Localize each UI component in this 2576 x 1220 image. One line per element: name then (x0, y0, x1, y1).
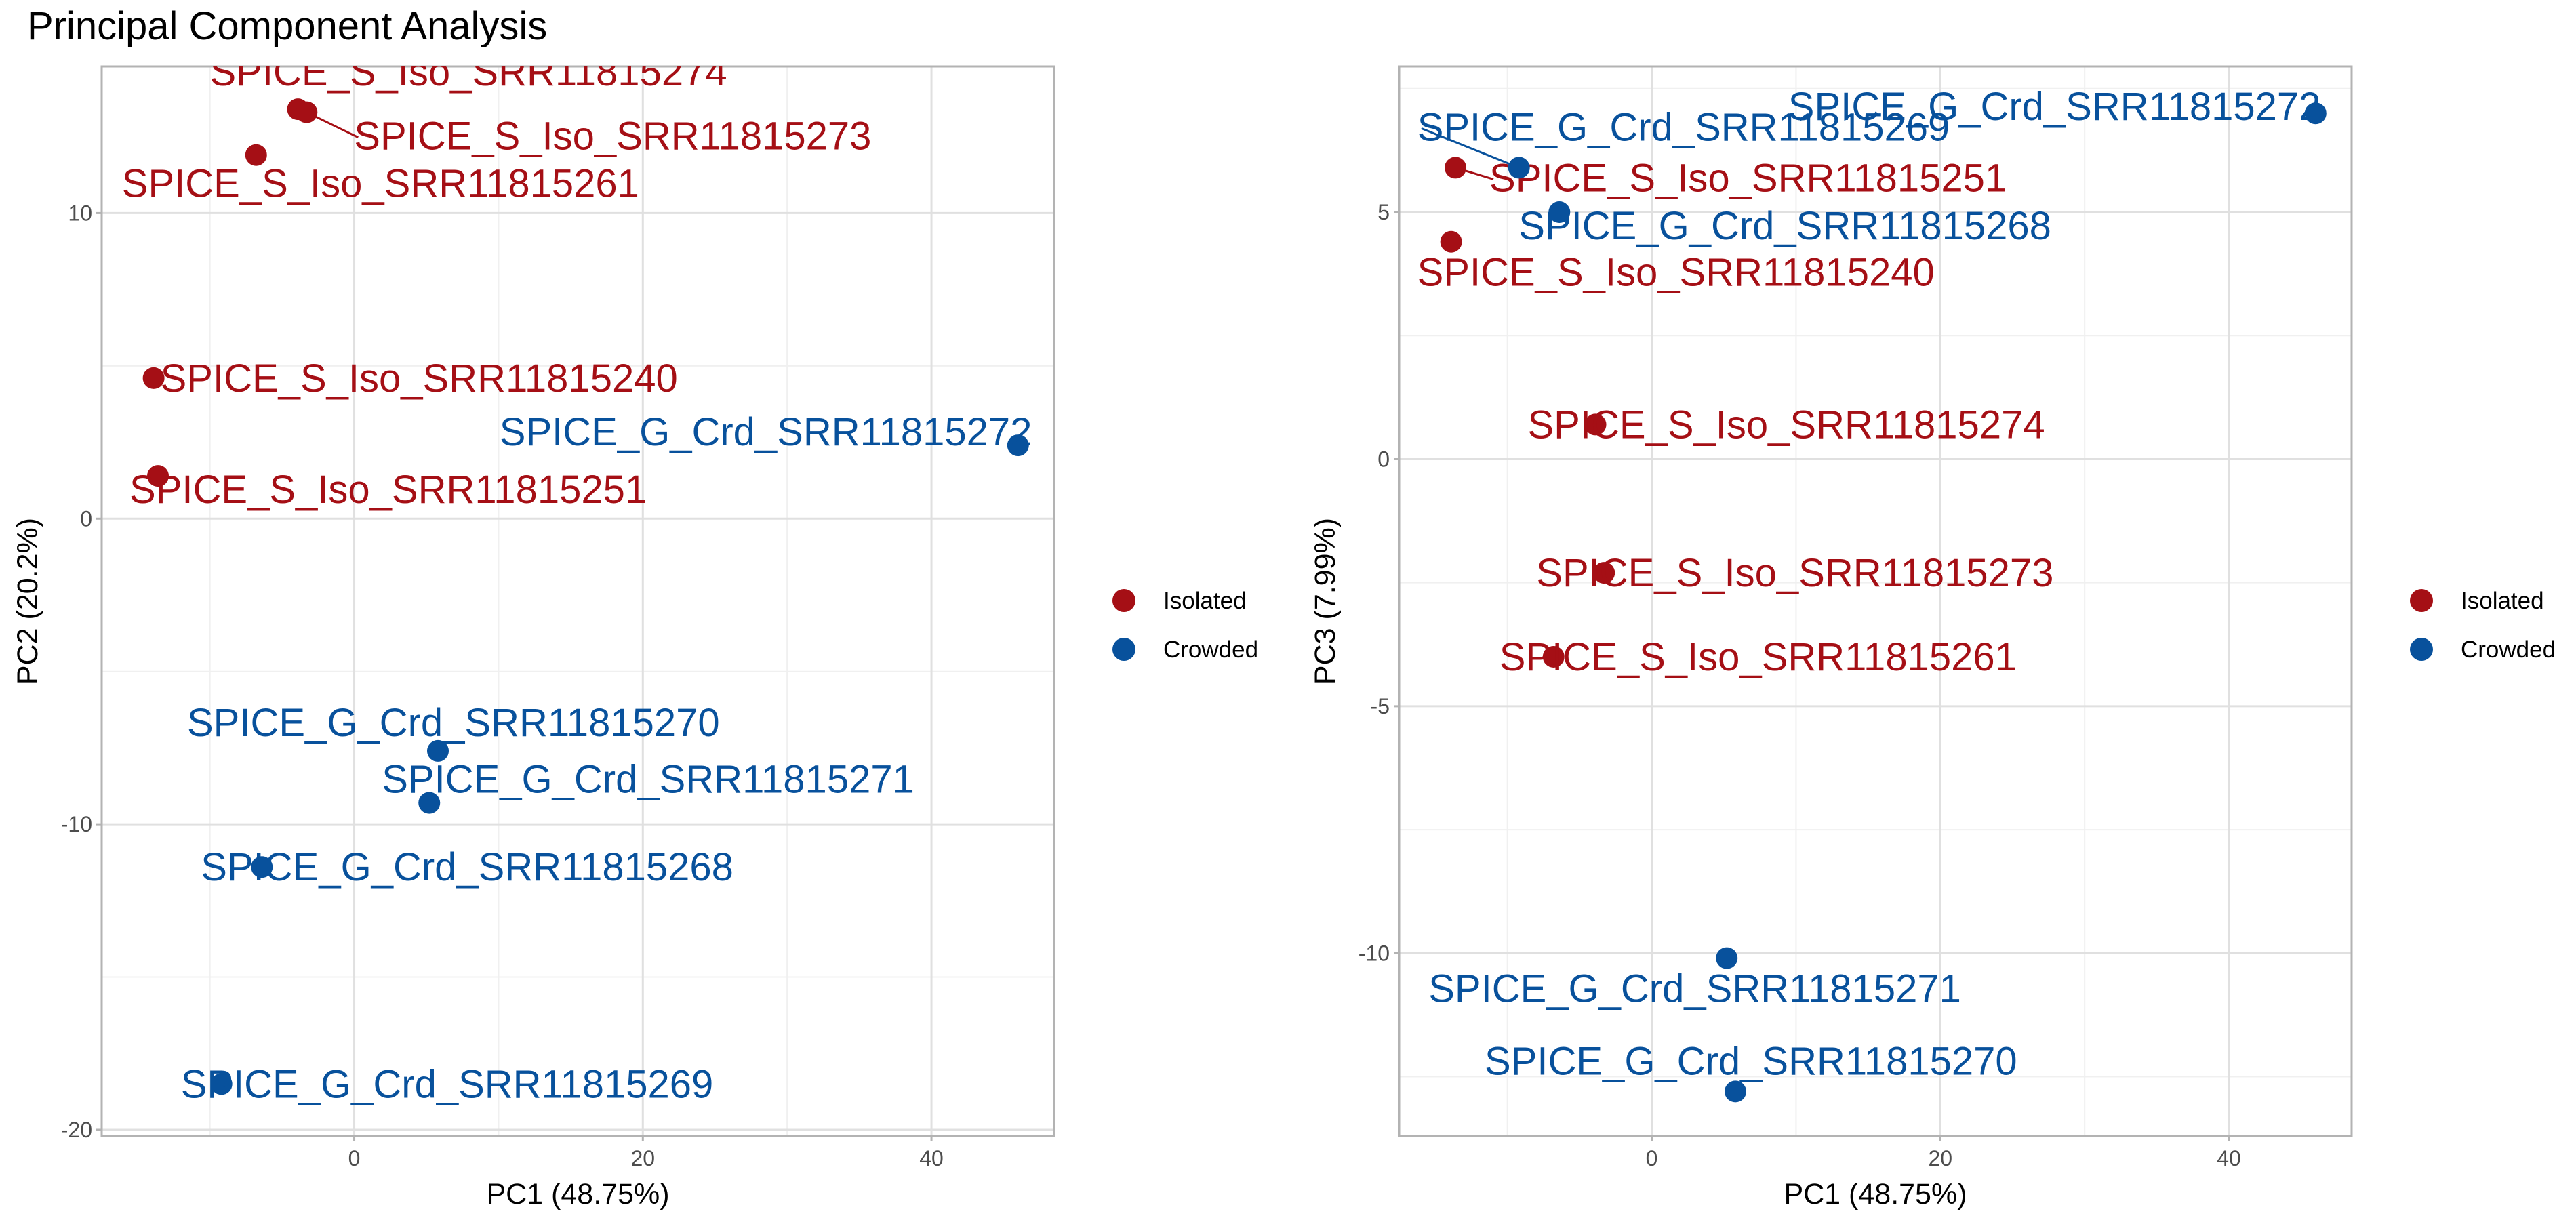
y-tick-label: -5 (1371, 694, 1390, 718)
data-point-spice-g-crd-srr11815270 (427, 739, 449, 762)
point-label: SPICE_G_Crd_SRR11815269 (1417, 105, 1950, 149)
legend-label-isolated: Isolated (1163, 588, 1247, 614)
data-point-spice-g-crd-srr11815271 (1716, 947, 1738, 969)
data-point-spice-s-iso-srr11815240 (1440, 230, 1462, 253)
data-point-spice-g-crd-srr11815268 (251, 856, 273, 878)
legend-key-isolated (1112, 589, 1135, 612)
point-label: SPICE_S_Iso_SRR11815251 (129, 468, 647, 512)
x-tick-label: 40 (2217, 1146, 2241, 1171)
data-point-spice-g-crd-srr11815269 (1508, 157, 1530, 179)
data-point-spice-g-crd-srr11815268 (1548, 201, 1571, 224)
point-label: SPICE_G_Crd_SRR11815271 (382, 758, 914, 802)
point-label: SPICE_G_Crd_SRR11815270 (1485, 1039, 2017, 1083)
point-label: SPICE_S_Iso_SRR11815261 (1500, 635, 2017, 679)
data-point-spice-g-crd-srr11815269 (210, 1073, 233, 1095)
pc1-vs-pc2-panel: 0 20 40 -20 -10 0 10 PC1 (48.75%) PC2 (20.2%) SPI… (12, 50, 1055, 1211)
point-label: SPICE_S_Iso_SRR11815274 (1528, 403, 2045, 447)
x-tick-label: 0 (1646, 1146, 1658, 1171)
point-label: SPICE_S_Iso_SRR11815274 (210, 50, 727, 94)
data-point-spice-s-iso-srr11815251 (147, 465, 169, 487)
legend-pc1-vs-pc3: Isolated Crowded (2410, 588, 2556, 663)
point-label: SPICE_G_Crd_SRR11815268 (1518, 204, 2051, 248)
point-label: SPICE_G_Crd_SRR11815272 (500, 410, 1032, 454)
pc1-vs-pc3-panel: 0 20 40 -10 -5 0 5 PC1 (48.75%) PC3 (7.99%) SPICE… (1309, 65, 2353, 1211)
plot-background (1399, 66, 2352, 1136)
plot-background (102, 66, 1054, 1136)
y-tick-label: 10 (68, 201, 92, 225)
x-tick-label: 40 (919, 1146, 944, 1171)
x-tick-label: 20 (1928, 1146, 1952, 1171)
legend-label-crowded: Crowded (1163, 636, 1258, 663)
x-tick-label: 0 (348, 1146, 361, 1171)
data-point-spice-s-iso-srr11815273 (1593, 562, 1615, 584)
y-tick-label: -10 (1359, 941, 1390, 965)
point-label: SPICE_S_Iso_SRR11815251 (1489, 156, 2007, 200)
y-axis-label: PC3 (7.99%) (1309, 518, 1342, 685)
point-label: SPICE_G_Crd_SRR11815270 (187, 701, 720, 745)
x-tick-label: 20 (630, 1146, 655, 1171)
y-tick-label: 5 (1377, 200, 1390, 224)
y-tick-label: 0 (1377, 447, 1390, 471)
data-point-spice-g-crd-srr11815271 (418, 792, 441, 814)
point-label: SPICE_S_Iso_SRR11815273 (1536, 551, 2053, 595)
grid (1399, 66, 2352, 1136)
point-label: SPICE_S_Iso_SRR11815273 (354, 115, 871, 159)
legend-key-crowded (1112, 638, 1135, 661)
legend-label-isolated: Isolated (2461, 588, 2544, 614)
x-axis-label: PC1 (48.75%) (486, 1178, 669, 1211)
data-point-spice-s-iso-srr11815261 (245, 144, 267, 166)
data-point-spice-s-iso-srr11815251 (1445, 157, 1467, 179)
y-tick-label: -10 (61, 812, 92, 836)
point-label: SPICE_S_Iso_SRR11815240 (161, 357, 678, 401)
label-leader-line (1421, 127, 1520, 169)
y-tick-label: -20 (61, 1118, 92, 1142)
y-axis-label: PC2 (20.2%) (12, 518, 44, 685)
data-point-spice-s-iso-srr11815240 (142, 367, 165, 389)
legend-key-crowded (2410, 638, 2433, 661)
point-label: SPICE_G_Crd_SRR11815268 (201, 845, 733, 889)
data-layer: SPICE_S_Iso_SRR11815251 SPICE_S_Iso_SRR11… (1417, 85, 2327, 1103)
x-axis-label: PC1 (48.75%) (1784, 1178, 1967, 1211)
data-point-spice-g-crd-srr11815272 (1007, 434, 1029, 457)
legend-pc1-vs-pc2: Isolated Crowded (1112, 588, 1258, 663)
point-label: SPICE_G_Crd_SRR11815272 (1788, 85, 2321, 129)
data-point-spice-g-crd-srr11815270 (1725, 1080, 1747, 1103)
grid (102, 66, 1054, 1136)
panel-border (1398, 65, 2353, 1137)
point-label: SPICE_G_Crd_SRR11815269 (181, 1062, 714, 1106)
data-point-spice-s-iso-srr11815274 (1584, 413, 1607, 436)
point-label: SPICE_S_Iso_SRR11815261 (122, 162, 639, 206)
panel-border (100, 65, 1055, 1137)
legend-label-crowded: Crowded (2461, 636, 2556, 663)
legend-key-isolated (2410, 589, 2433, 612)
page-title: Principal Component Analysis (27, 4, 547, 48)
data-point-spice-g-crd-srr11815272 (2304, 102, 2327, 125)
point-label: SPICE_S_Iso_SRR11815240 (1417, 251, 1935, 295)
y-tick-label: 0 (80, 506, 92, 531)
point-label: SPICE_G_Crd_SRR11815271 (1428, 967, 1961, 1011)
data-point-spice-s-iso-srr11815261 (1542, 645, 1565, 668)
data-layer: SPICE_S_Iso_SRR11815274 SPICE_S_Iso_SRR11… (122, 50, 1032, 1106)
data-point-spice-s-iso-srr11815273 (296, 101, 318, 123)
